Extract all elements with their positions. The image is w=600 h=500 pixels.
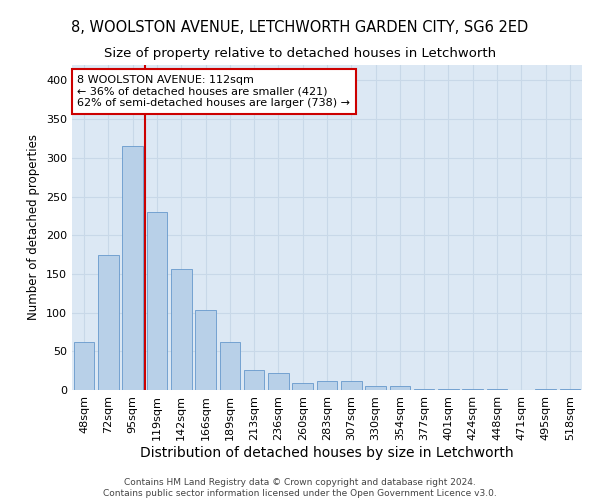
- Bar: [317, 380, 337, 390]
- Bar: [220, 342, 240, 390]
- Text: Contains HM Land Registry data © Crown copyright and database right 2024.
Contai: Contains HM Land Registry data © Crown c…: [103, 478, 497, 498]
- Bar: [414, 389, 434, 390]
- Bar: [341, 380, 362, 390]
- Bar: [98, 254, 119, 390]
- Bar: [171, 268, 191, 390]
- Bar: [146, 212, 167, 390]
- Bar: [560, 389, 580, 390]
- Bar: [463, 389, 483, 390]
- Bar: [122, 146, 143, 390]
- Bar: [389, 386, 410, 390]
- X-axis label: Distribution of detached houses by size in Letchworth: Distribution of detached houses by size …: [140, 446, 514, 460]
- Bar: [292, 383, 313, 390]
- Bar: [535, 389, 556, 390]
- Bar: [438, 389, 459, 390]
- Bar: [487, 389, 508, 390]
- Bar: [268, 373, 289, 390]
- Text: 8 WOOLSTON AVENUE: 112sqm
← 36% of detached houses are smaller (421)
62% of semi: 8 WOOLSTON AVENUE: 112sqm ← 36% of detac…: [77, 74, 350, 108]
- Bar: [244, 370, 265, 390]
- Text: Size of property relative to detached houses in Letchworth: Size of property relative to detached ho…: [104, 48, 496, 60]
- Bar: [195, 310, 216, 390]
- Y-axis label: Number of detached properties: Number of detached properties: [28, 134, 40, 320]
- Bar: [365, 386, 386, 390]
- Bar: [74, 342, 94, 390]
- Text: 8, WOOLSTON AVENUE, LETCHWORTH GARDEN CITY, SG6 2ED: 8, WOOLSTON AVENUE, LETCHWORTH GARDEN CI…: [71, 20, 529, 35]
